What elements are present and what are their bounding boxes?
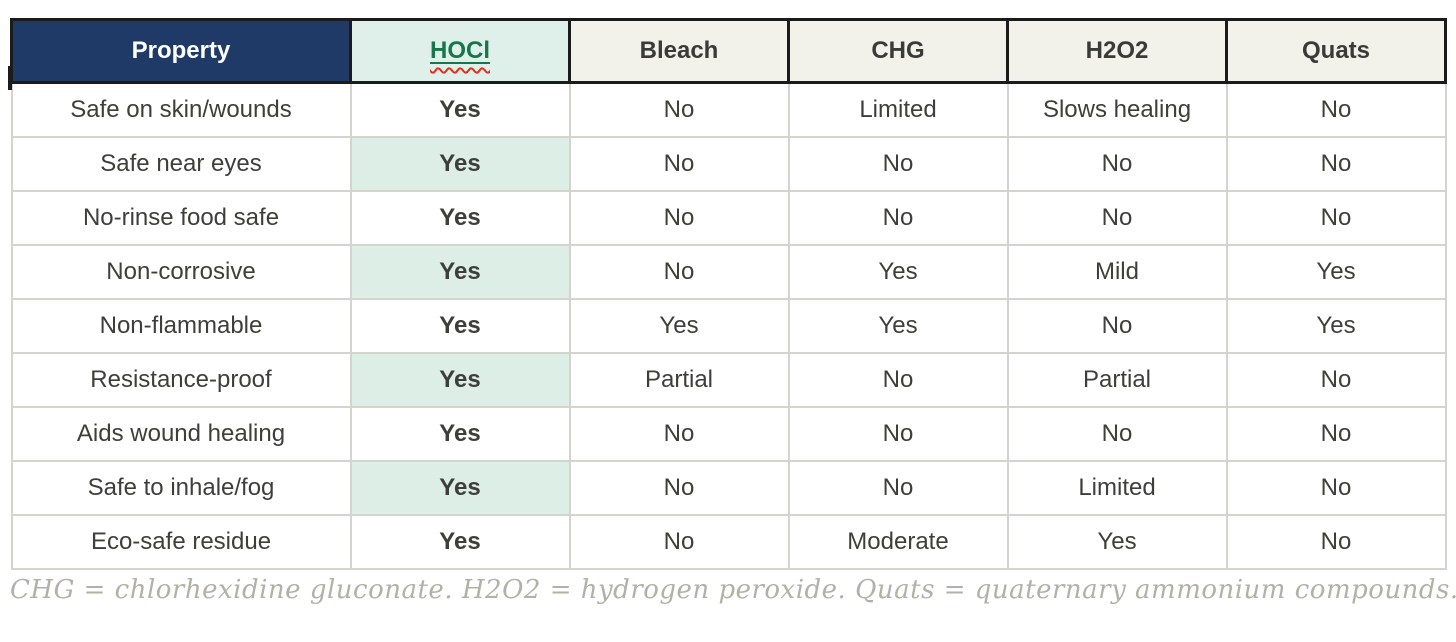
value-cell[interactable]: No xyxy=(787,406,1009,462)
header-row: Property HOCl Bleach CHG H2O2 Quats xyxy=(10,18,1447,84)
table-row: Safe near eyes Yes No No No No xyxy=(10,136,1447,192)
header-cell-property[interactable]: Property xyxy=(10,18,352,84)
value-cell[interactable]: Limited xyxy=(1006,460,1228,516)
spellcheck-underline: HOCl xyxy=(430,37,490,64)
header-cell-hocl[interactable]: HOCl xyxy=(349,18,571,84)
value-cell[interactable]: No xyxy=(1006,190,1228,246)
value-cell[interactable]: No xyxy=(1225,81,1447,138)
property-cell[interactable]: Aids wound healing xyxy=(10,406,352,462)
hocl-value-cell[interactable]: Yes xyxy=(349,460,571,516)
value-cell[interactable]: Moderate xyxy=(787,514,1009,570)
value-cell[interactable]: No xyxy=(787,190,1009,246)
value-cell[interactable]: No xyxy=(787,136,1009,192)
value-cell[interactable]: Limited xyxy=(787,81,1009,138)
value-cell[interactable]: No xyxy=(568,460,790,516)
property-cell[interactable]: Safe near eyes xyxy=(10,136,352,192)
value-cell[interactable]: No xyxy=(1006,298,1228,354)
table-body: Safe on skin/wounds Yes No Limited Slows hea… xyxy=(10,81,1447,570)
value-cell[interactable]: Yes xyxy=(787,244,1009,300)
value-cell[interactable]: No xyxy=(1225,190,1447,246)
table-footnote[interactable]: CHG = chlorhexidine gluconate. H2O2 = hy… xyxy=(10,575,1456,605)
table-header: Property HOCl Bleach CHG H2O2 Quats xyxy=(10,18,1447,84)
hocl-value-cell[interactable]: Yes xyxy=(349,406,571,462)
value-cell[interactable]: No xyxy=(568,244,790,300)
value-cell[interactable]: Yes xyxy=(1225,298,1447,354)
value-cell[interactable]: Partial xyxy=(568,352,790,408)
property-cell[interactable]: Eco-safe residue xyxy=(10,514,352,570)
property-cell[interactable]: Safe on skin/wounds xyxy=(10,81,352,138)
property-cell[interactable]: Non-corrosive xyxy=(10,244,352,300)
table-row: Non-corrosive Yes No Yes Mild Yes xyxy=(10,244,1447,300)
value-cell[interactable]: No xyxy=(568,190,790,246)
table-row: Aids wound healing Yes No No No No xyxy=(10,406,1447,462)
property-cell[interactable]: Resistance-proof xyxy=(10,352,352,408)
value-cell[interactable]: No xyxy=(1225,406,1447,462)
hocl-value-cell[interactable]: Yes xyxy=(349,190,571,246)
value-cell[interactable]: No xyxy=(1006,136,1228,192)
hocl-value-cell[interactable]: Yes xyxy=(349,244,571,300)
table-row: Non-flammable Yes Yes Yes No Yes xyxy=(10,298,1447,354)
value-cell[interactable]: No xyxy=(1225,460,1447,516)
value-cell[interactable]: No xyxy=(568,136,790,192)
value-cell[interactable]: No xyxy=(1225,136,1447,192)
value-cell[interactable]: Yes xyxy=(568,298,790,354)
table-row: Safe on skin/wounds Yes No Limited Slows hea… xyxy=(10,81,1447,138)
value-cell[interactable]: Yes xyxy=(1006,514,1228,570)
property-cell[interactable]: No-rinse food safe xyxy=(10,190,352,246)
table-row: Resistance-proof Yes Partial No Partial No xyxy=(10,352,1447,408)
text-cursor xyxy=(8,66,12,90)
table-row: No-rinse food safe Yes No No No No xyxy=(10,190,1447,246)
value-cell[interactable]: Partial xyxy=(1006,352,1228,408)
hocl-header-label: HOCl xyxy=(430,37,490,64)
value-cell[interactable]: No xyxy=(568,514,790,570)
value-cell[interactable]: No xyxy=(1006,406,1228,462)
table-row: Safe to inhale/fog Yes No No Limited No xyxy=(10,460,1447,516)
hocl-value-cell[interactable]: Yes xyxy=(349,514,571,570)
header-cell-h2o2[interactable]: H2O2 xyxy=(1006,18,1228,84)
hocl-value-cell[interactable]: Yes xyxy=(349,298,571,354)
table-row: Eco-safe residue Yes No Moderate Yes No xyxy=(10,514,1447,570)
hocl-value-cell[interactable]: Yes xyxy=(349,81,571,138)
value-cell[interactable]: No xyxy=(568,406,790,462)
value-cell[interactable]: No xyxy=(568,81,790,138)
header-cell-quats[interactable]: Quats xyxy=(1225,18,1447,84)
hocl-value-cell[interactable]: Yes xyxy=(349,352,571,408)
header-cell-bleach[interactable]: Bleach xyxy=(568,18,790,84)
value-cell[interactable]: Yes xyxy=(1225,244,1447,300)
value-cell[interactable]: Yes xyxy=(787,298,1009,354)
header-cell-chg[interactable]: CHG xyxy=(787,18,1009,84)
value-cell[interactable]: No xyxy=(787,460,1009,516)
value-cell[interactable]: No xyxy=(1225,352,1447,408)
value-cell[interactable]: Mild xyxy=(1006,244,1228,300)
property-cell[interactable]: Safe to inhale/fog xyxy=(10,460,352,516)
value-cell[interactable]: No xyxy=(1225,514,1447,570)
property-cell[interactable]: Non-flammable xyxy=(10,298,352,354)
value-cell[interactable]: No xyxy=(787,352,1009,408)
hocl-value-cell[interactable]: Yes xyxy=(349,136,571,192)
value-cell[interactable]: Slows healing xyxy=(1006,81,1228,138)
comparison-table: Property HOCl Bleach CHG H2O2 Quats Safe on s… xyxy=(10,18,1447,570)
